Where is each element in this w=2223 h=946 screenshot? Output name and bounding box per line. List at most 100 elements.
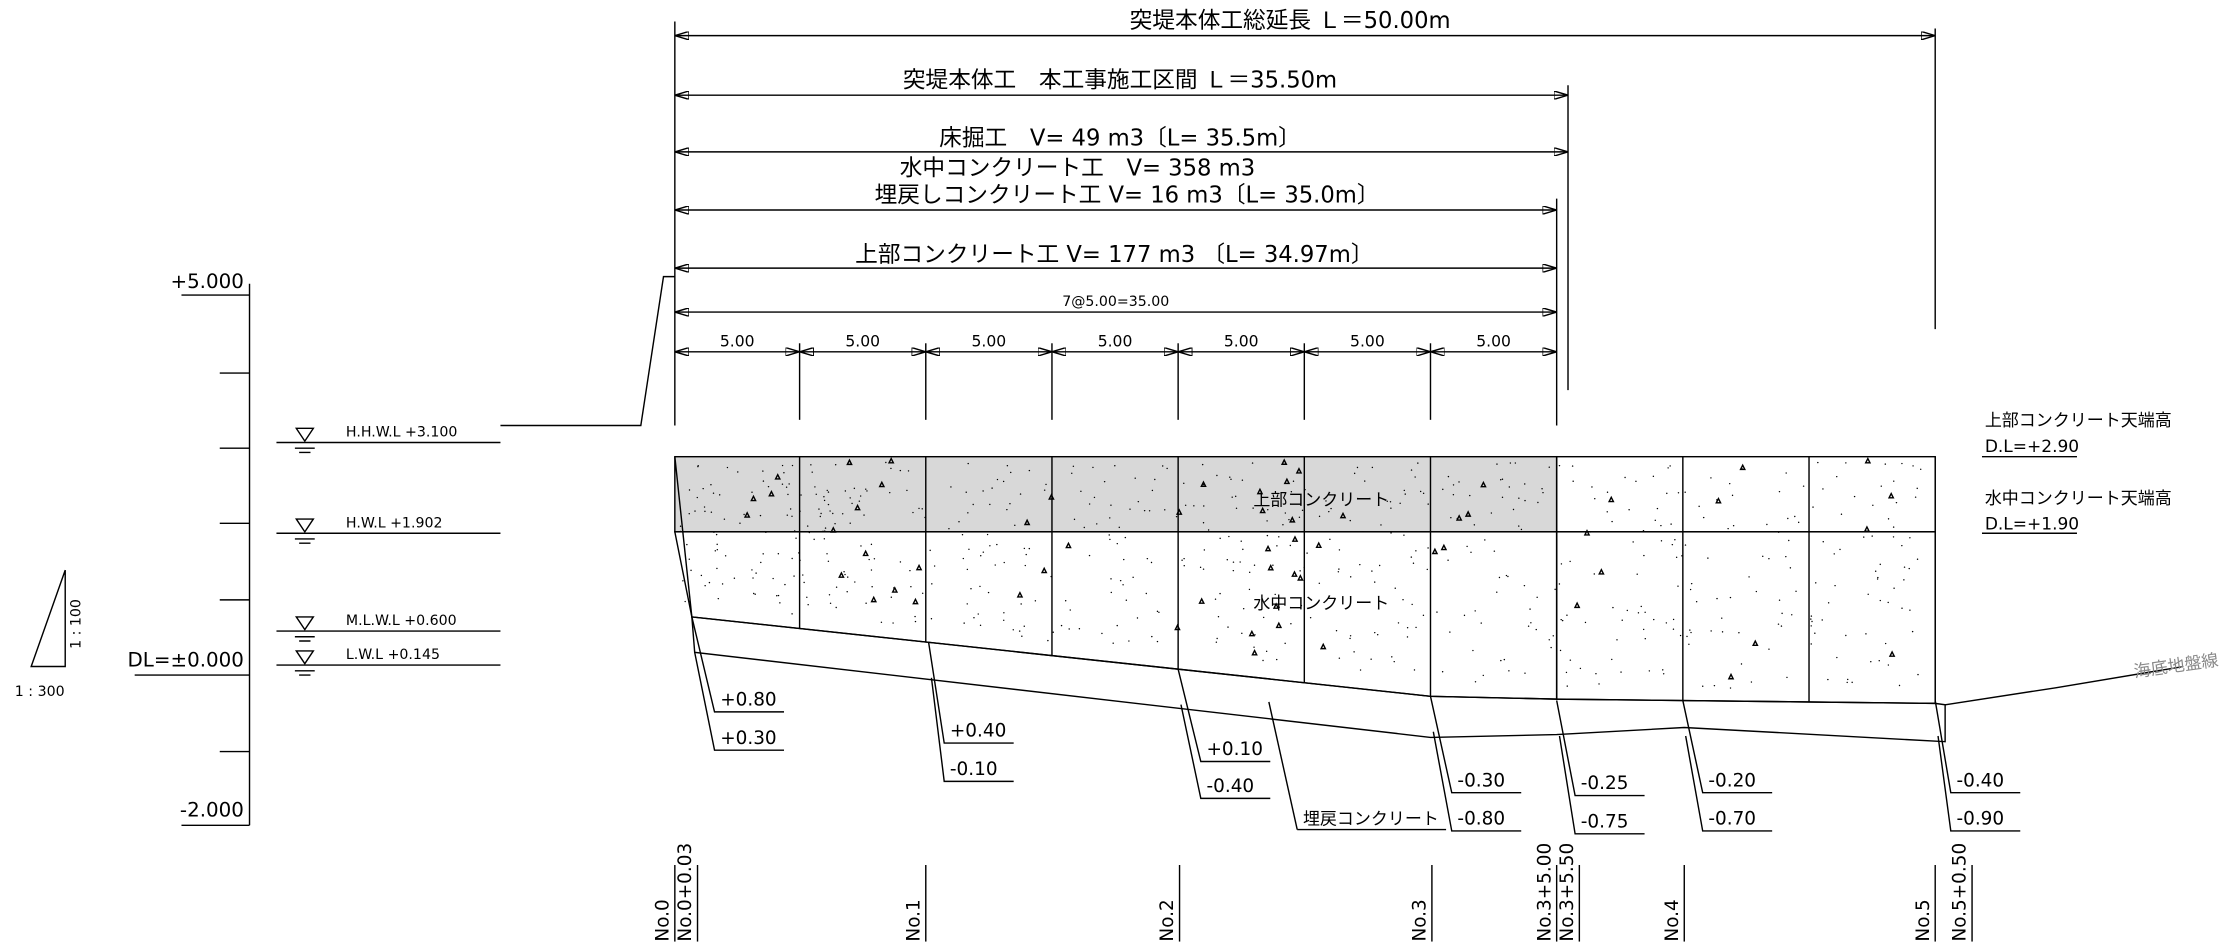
aggregate	[1275, 621, 1283, 629]
aggregate	[1675, 556, 1678, 559]
aggregate	[1755, 590, 1758, 593]
ratio-triangle	[30, 569, 66, 668]
aggregate	[1020, 603, 1022, 605]
aggregate	[1002, 480, 1005, 483]
aggregate	[1537, 501, 1539, 504]
aggregate	[1422, 614, 1425, 617]
aggregate	[1911, 630, 1914, 633]
span-label: 5.00	[720, 332, 755, 350]
aggregate	[1560, 563, 1563, 565]
aggregate	[1415, 626, 1417, 629]
aggregate	[1156, 610, 1159, 613]
aggregate	[1359, 563, 1361, 566]
aggregate	[1338, 568, 1340, 570]
aggregate	[873, 558, 876, 560]
aggregate	[1378, 564, 1381, 567]
aggregate	[1695, 600, 1698, 603]
aggregate	[910, 586, 912, 588]
aggregate	[1827, 678, 1829, 681]
aggregate	[1785, 555, 1787, 558]
aggregate	[1282, 524, 1284, 526]
aggregate	[844, 573, 846, 576]
aggregate	[1266, 520, 1268, 522]
aggregate	[1166, 467, 1168, 470]
aggregate	[1174, 623, 1181, 631]
aggregate	[1871, 535, 1873, 537]
aggregate	[1598, 683, 1600, 685]
aggregate	[996, 543, 998, 546]
aggregate	[814, 486, 816, 488]
leader	[691, 616, 785, 713]
aggregate	[1732, 524, 1735, 527]
aggregate	[1284, 512, 1287, 514]
aggregate	[982, 551, 985, 553]
aggregate	[1558, 583, 1561, 585]
aggregate	[823, 538, 826, 540]
aggregate	[1288, 518, 1290, 521]
water-level-mark	[294, 650, 315, 676]
aggregate	[767, 485, 770, 488]
aggregate	[991, 487, 993, 489]
aggregate	[868, 558, 870, 561]
aggregate	[1264, 544, 1272, 552]
right-label: 水中コンクリート天端高	[1985, 489, 2172, 509]
aggregate	[679, 525, 682, 527]
aggregate	[967, 462, 969, 465]
aggregate	[1566, 614, 1568, 616]
aggregate	[933, 565, 936, 567]
aggregate	[1916, 487, 1918, 490]
aggregate	[1689, 588, 1692, 591]
aggregate	[1569, 659, 1572, 661]
water-level-mark	[294, 427, 315, 454]
aggregate	[851, 502, 853, 505]
aggregate	[1402, 599, 1404, 601]
aggregate	[832, 512, 834, 515]
aggregate	[1016, 591, 1024, 598]
aggregate	[929, 549, 931, 552]
aggregate	[854, 503, 861, 511]
aggregate	[1484, 539, 1486, 541]
aggregate	[1684, 491, 1686, 493]
aggregate	[754, 593, 756, 595]
aggregate	[1550, 646, 1552, 649]
aggregate	[1507, 575, 1509, 578]
aggregate	[1679, 634, 1682, 637]
aggregate	[1579, 667, 1582, 670]
aggregate	[1318, 582, 1321, 585]
aggregate	[1677, 585, 1679, 587]
aggregate	[1132, 576, 1134, 579]
aggregate	[838, 571, 845, 578]
aggregate	[1822, 541, 1824, 543]
aggregate	[1014, 524, 1016, 527]
total-span: 7@5.00=35.00	[1062, 294, 1169, 310]
aggregate	[1781, 612, 1783, 615]
underwater-concrete-gray	[673, 531, 1558, 700]
aggregate	[688, 489, 691, 491]
aggregate	[930, 618, 933, 620]
aggregate	[1644, 611, 1646, 614]
aggregate	[1389, 501, 1392, 503]
aggregate	[1207, 529, 1210, 531]
aggregate	[1003, 619, 1005, 622]
aggregate	[1390, 532, 1392, 534]
aggregate	[1110, 578, 1112, 580]
aggregate	[806, 596, 808, 598]
aggregate	[716, 567, 718, 570]
aggregate	[1289, 544, 1292, 547]
dimension-label: 突堤本体工 本工事施工区間 Ｌ＝35.50m	[903, 67, 1337, 93]
aggregate	[1301, 509, 1304, 512]
aggregate	[1845, 462, 1847, 464]
aggregate	[1034, 600, 1037, 602]
aggregate	[1778, 490, 1781, 493]
aggregate	[859, 495, 862, 497]
aggregate	[1690, 631, 1692, 634]
aggregate	[1606, 511, 1608, 513]
aggregate	[858, 500, 861, 502]
aggregate	[1088, 554, 1091, 557]
aggregate	[1300, 604, 1303, 607]
water-level-label: H.H.W.L +3.100	[346, 425, 457, 441]
aggregate	[1073, 518, 1076, 521]
aggregate	[807, 604, 809, 606]
aggregate	[1474, 681, 1477, 683]
aggregate	[1265, 650, 1268, 653]
